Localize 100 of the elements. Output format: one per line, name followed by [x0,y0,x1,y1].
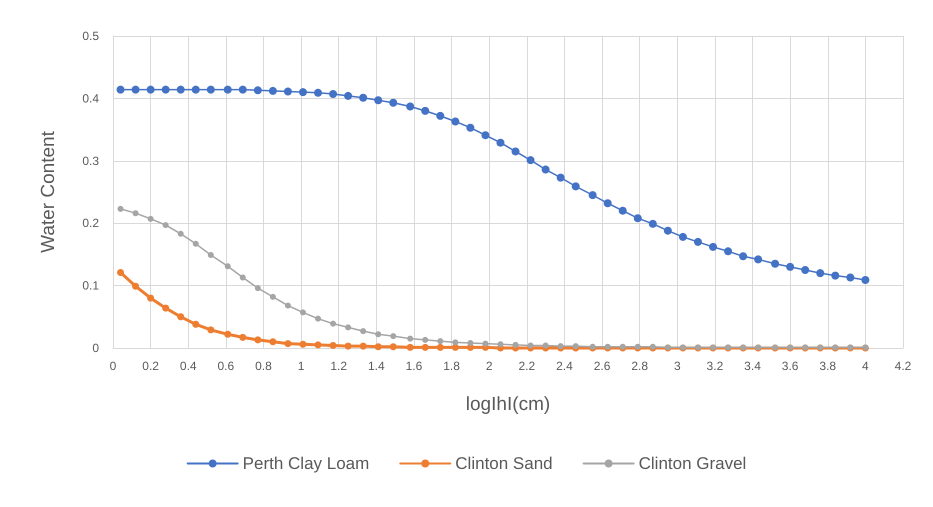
point [771,260,780,268]
point [344,92,352,100]
point [374,96,382,104]
point [192,320,200,328]
point [466,124,474,132]
point [496,138,504,147]
x-tick-label: 1.2 [330,359,348,373]
point [497,341,504,348]
point [147,294,154,302]
point [299,340,306,348]
point [207,326,214,334]
point [146,86,155,94]
point [270,294,276,300]
point [604,199,612,208]
point [118,206,124,212]
y-tick-label: 0.2 [82,216,100,230]
point [542,166,550,174]
point [224,330,232,338]
point [224,86,232,94]
point [254,336,262,344]
point [192,86,200,94]
point [177,313,184,320]
point [192,240,199,247]
point [634,214,642,222]
point [208,252,214,258]
y-tick-label: 0.1 [82,278,100,293]
point [224,263,231,270]
point [724,247,732,256]
point [556,174,565,182]
point [314,88,322,97]
point [406,344,414,351]
point [162,304,170,312]
y-tick-label: 0.5 [82,29,100,43]
x-tick-label: 2.6 [594,359,611,373]
point [132,86,140,94]
point [374,343,382,350]
x-tick-label: 0.6 [218,359,235,373]
y-axis-title: Water Content [38,130,59,253]
point [284,340,292,348]
legend-label: Clinton Sand [455,454,553,473]
point [345,324,352,330]
point [360,342,367,350]
point [390,333,396,340]
x-tick-label: 4 [862,359,870,373]
point [268,86,277,95]
point [861,276,870,284]
point [694,238,702,246]
y-tick-label: 0 [92,341,100,355]
x-tick-label: 3.6 [782,359,799,373]
point [390,343,397,350]
point [512,342,519,348]
x-tick-label: 3.2 [706,359,724,373]
x-tick-label: 1 [298,359,305,373]
point [452,339,458,346]
point [451,117,460,126]
point [542,342,549,348]
point [709,242,718,251]
point [176,86,185,94]
point [238,86,247,94]
point [422,336,428,343]
point [816,269,824,278]
point [407,336,414,342]
x-tick-label: 2.8 [631,359,648,373]
point [314,341,322,348]
point [406,102,414,111]
x-tick-label: 2.2 [518,359,536,373]
legend-label: Clinton Gravel [638,454,746,473]
point [786,262,794,271]
point [117,269,124,276]
point [422,344,429,351]
point [389,98,398,107]
x-tick-label: 1.8 [443,359,460,373]
point [284,302,291,309]
x-tick-label: 3.8 [819,359,836,373]
point [344,342,352,350]
point [664,226,672,235]
x-tick-label: 0.4 [180,359,197,373]
point [436,112,444,120]
y-tick-label: 0.4 [82,91,100,106]
point [298,88,307,96]
point [360,328,366,334]
point [831,272,840,280]
point [178,230,184,237]
x-axis-title: logIhI(cm) [466,394,550,415]
x-tick-label: 2 [486,359,493,373]
point [437,338,444,344]
point [116,86,125,94]
x-tick-label: 1.4 [368,359,385,373]
x-tick-label: 0 [110,359,117,373]
point [481,131,490,140]
point [284,88,292,96]
point [359,94,368,102]
x-tick-label: 1.6 [406,359,423,373]
x-tick-label: 3.4 [744,359,762,373]
point [482,340,488,347]
point [162,86,170,94]
point [572,182,580,190]
y-tick-label: 0.3 [82,154,100,168]
x-tick-label: 3 [674,359,681,373]
point [421,106,430,115]
